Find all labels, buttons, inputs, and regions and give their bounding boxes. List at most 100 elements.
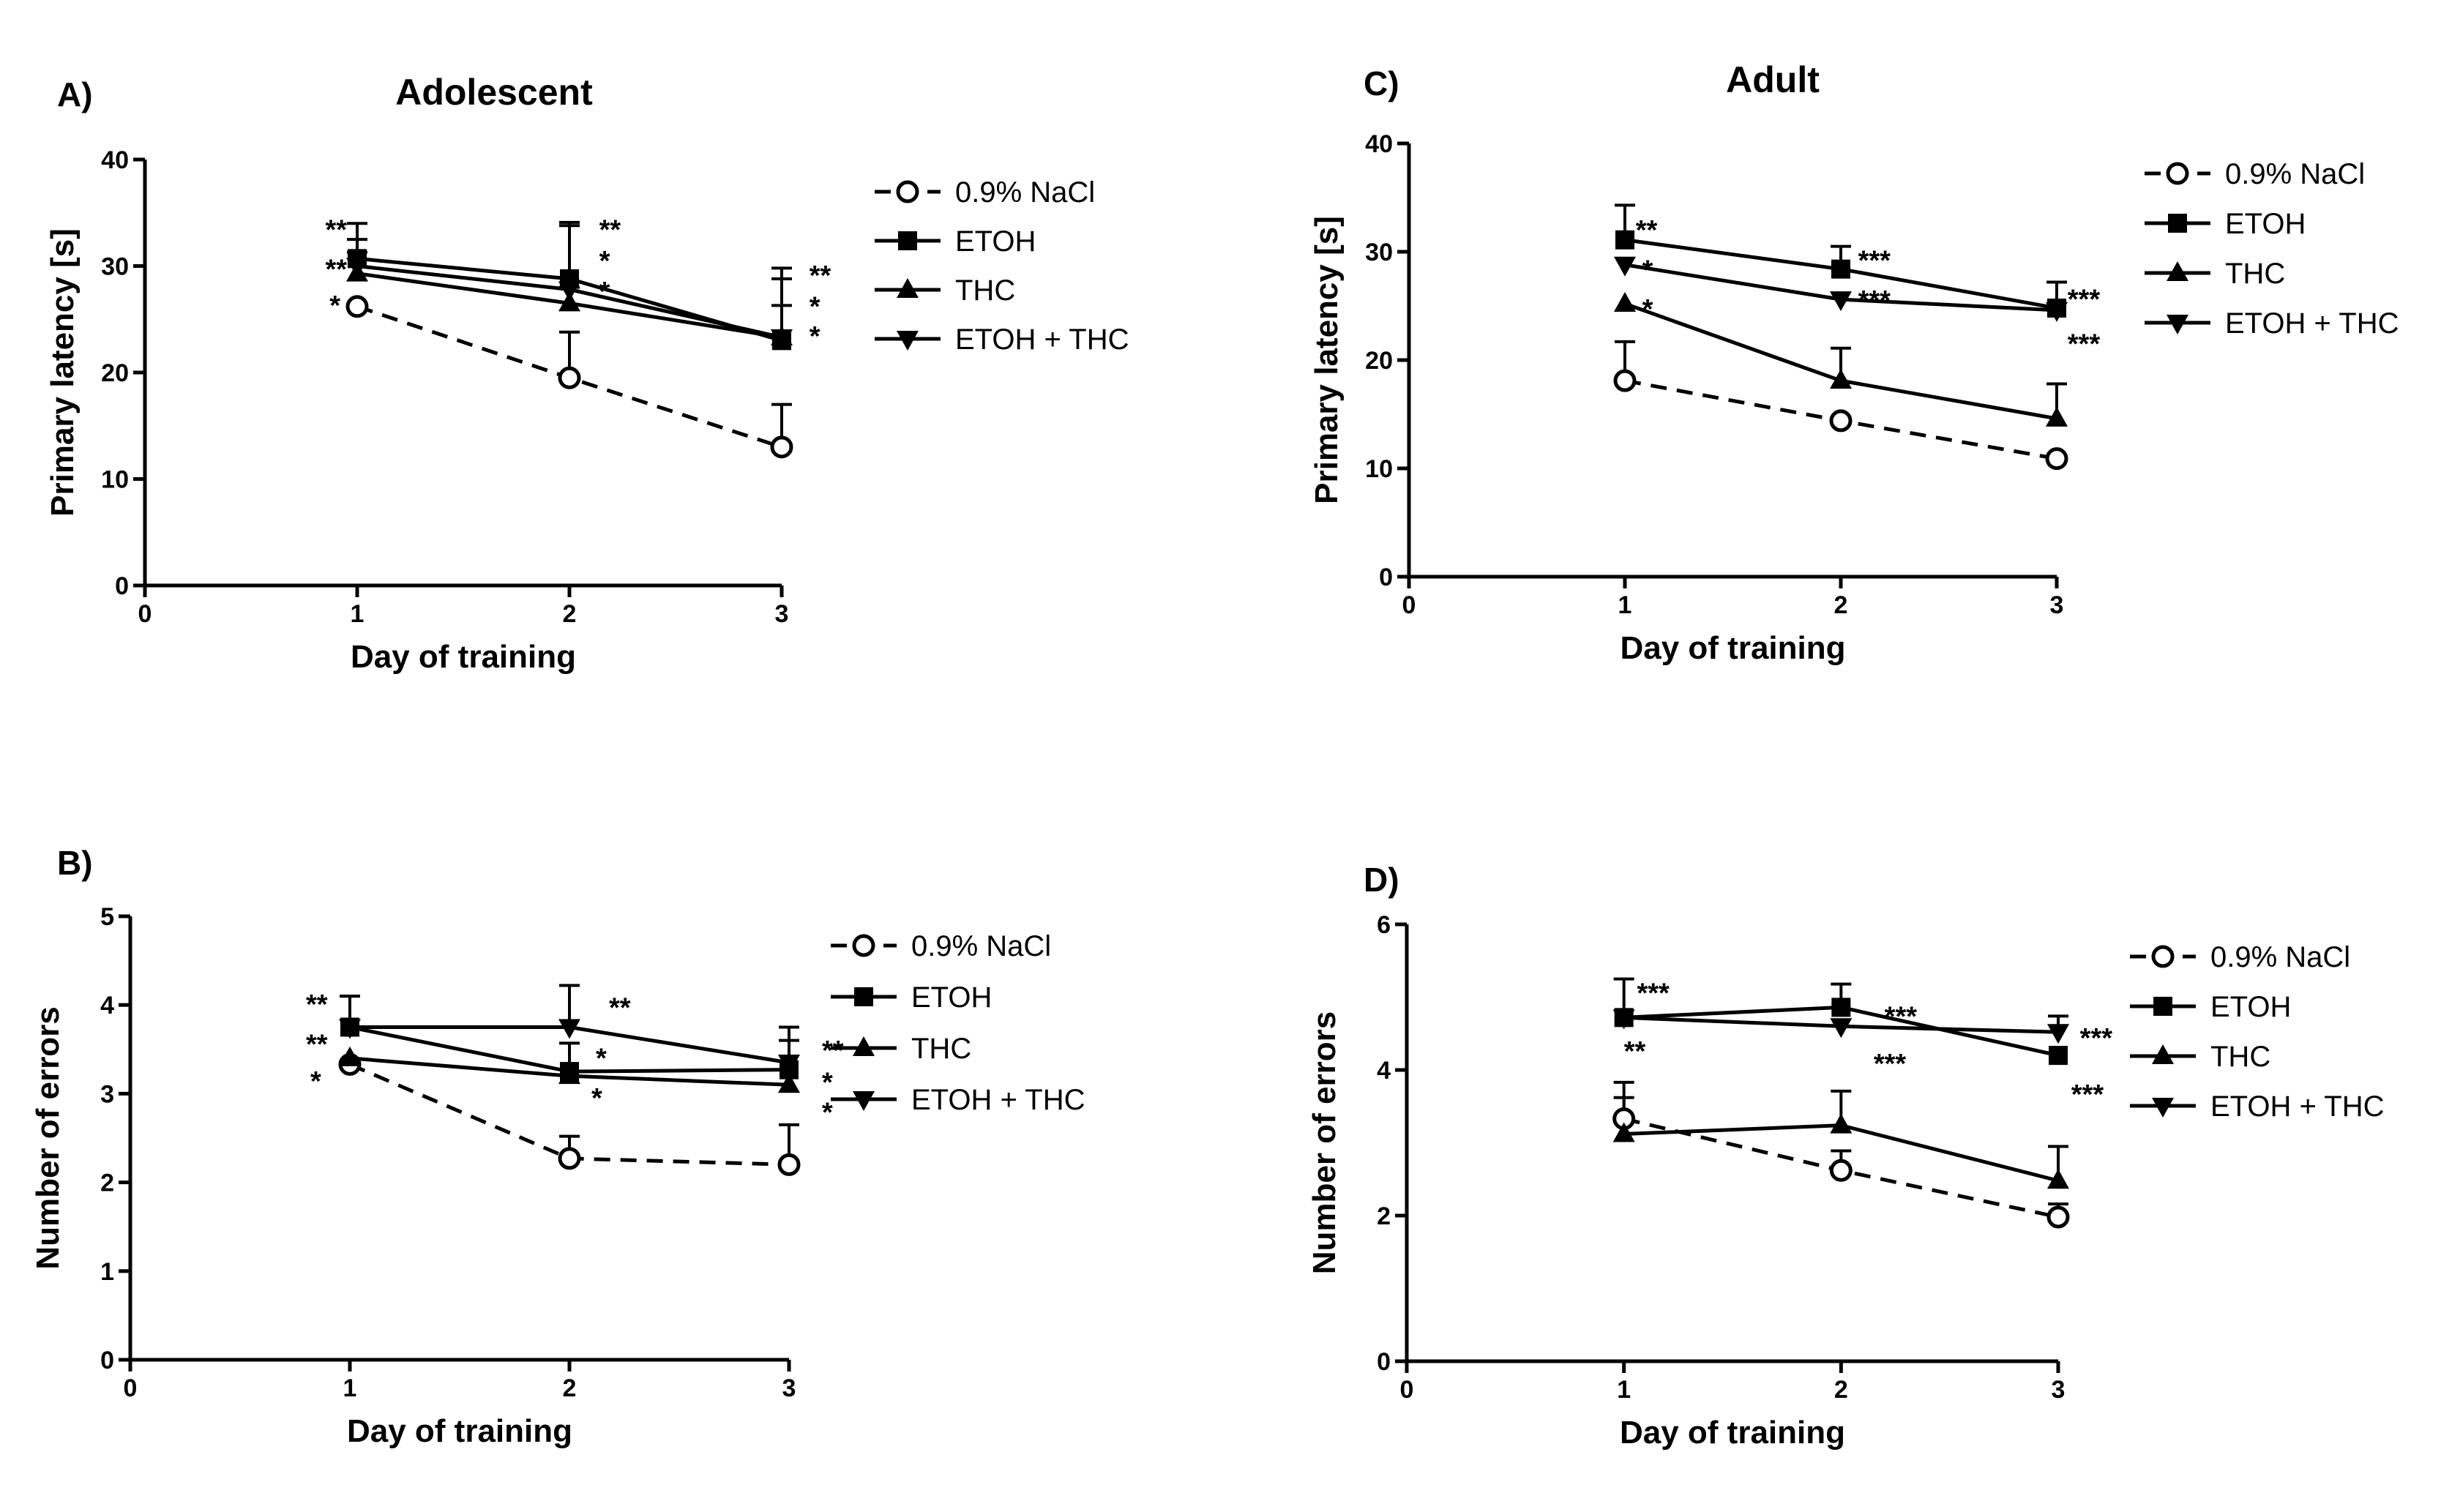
significance-label: * <box>810 291 820 322</box>
data-point-thc <box>339 1046 361 1066</box>
data-point-etoh-thc <box>339 1019 361 1039</box>
significance-label: *** <box>2080 1023 2113 1054</box>
panel-d: D) 0 1 2 3 0 2 4 6 Day of training Number of error… <box>1307 861 2384 1451</box>
significance-label: ** <box>326 254 348 285</box>
data-point-thc <box>558 1064 580 1085</box>
x-tick-label: 1 <box>351 600 365 628</box>
y-tick-label: 40 <box>101 146 129 174</box>
data-point-etoh-thc <box>2046 302 2068 322</box>
legend-label-etoh: ETOH <box>955 225 1036 258</box>
legend-label-0-9-nacl: 0.9% NaCl <box>2210 941 2350 973</box>
legend-marker-etoh <box>2153 997 2172 1016</box>
panel-letter: A) <box>57 75 93 113</box>
x-axis-label: Day of training <box>1620 1415 1845 1451</box>
significance-label: * <box>329 291 340 321</box>
legend-label-thc: THC <box>2210 1041 2270 1073</box>
data-point-thc <box>1612 1122 1635 1142</box>
y-tick-label: 30 <box>1365 239 1393 266</box>
data-point-0-9-nacl <box>345 295 369 318</box>
significance-label: * <box>1642 255 1653 286</box>
panel-letter: D) <box>1364 861 1399 899</box>
chart-title: Adolescent <box>395 72 593 113</box>
significance-label: ** <box>306 1029 328 1060</box>
y-axis-label: Primary latency [s] <box>1309 216 1345 504</box>
data-point-0-9-nacl <box>770 435 793 459</box>
legend-label-thc: THC <box>911 1033 971 1065</box>
data-point-etoh-thc <box>1612 1009 1635 1030</box>
legend-marker-etoh-thc <box>897 331 919 351</box>
data-point-etoh-thc <box>771 329 793 349</box>
x-axis-label: Day of training <box>351 639 576 675</box>
significance-label: ** <box>609 993 631 1024</box>
data-point-etoh <box>1615 230 1634 250</box>
legend-label-etoh: ETOH <box>2210 991 2291 1023</box>
y-tick-label: 20 <box>101 359 129 387</box>
data-point-0-9-nacl <box>777 1153 801 1176</box>
panel-b: B) 0 1 2 3 0 1 2 3 4 5 Day of training Number of err… <box>30 844 1085 1449</box>
significance-label: *** <box>2068 285 2101 315</box>
y-tick-label: 0 <box>115 572 129 600</box>
legend-marker-etoh <box>854 987 873 1006</box>
data-point-etoh-thc <box>2047 1024 2069 1044</box>
legend-marker-thc <box>853 1036 875 1056</box>
data-point-etoh <box>1831 998 1851 1017</box>
y-tick-label: 4 <box>100 992 114 1019</box>
y-tick-label: 5 <box>100 903 114 931</box>
significance-label: *** <box>1885 1001 1918 1032</box>
x-tick-label: 0 <box>124 1374 138 1402</box>
legend-marker-etoh-thc <box>853 1091 875 1111</box>
data-point-0-9-nacl <box>1829 1159 1853 1182</box>
x-tick-label: 0 <box>1400 1376 1414 1404</box>
legend-label-0-9-nacl: 0.9% NaCl <box>2225 158 2365 190</box>
significance-label: * <box>599 277 610 307</box>
x-tick-label: 3 <box>775 600 789 628</box>
y-axis-label: Number of errors <box>1307 1011 1342 1274</box>
y-axis-label: Primary latency [s] <box>45 228 81 517</box>
significance-label: *** <box>1874 1049 1907 1079</box>
significance-label: ** <box>326 215 348 246</box>
legend-marker-etoh <box>2168 214 2187 233</box>
data-point-0-9-nacl <box>558 366 581 389</box>
y-tick-label: 0 <box>1379 564 1393 591</box>
x-tick-label: 2 <box>563 1374 577 1402</box>
data-point-etoh-thc <box>558 281 580 302</box>
x-tick-label: 1 <box>343 1374 357 1402</box>
data-point-thc <box>778 1073 800 1093</box>
y-tick-label: 0 <box>1377 1348 1391 1376</box>
legend-label-0-9-nacl: 0.9% NaCl <box>911 930 1051 962</box>
data-point-0-9-nacl <box>2046 1205 2070 1229</box>
significance-label: * <box>599 246 610 277</box>
legend-marker-thc <box>2167 261 2188 281</box>
significance-label: *** <box>2071 1079 2104 1110</box>
legend-label-thc: THC <box>2225 258 2285 290</box>
x-tick-label: 0 <box>138 600 152 628</box>
legend-marker-0-9-nacl <box>852 934 875 957</box>
significance-label: * <box>810 321 820 352</box>
data-point-thc <box>1830 1113 1853 1134</box>
data-point-etoh <box>1831 259 1850 279</box>
y-tick-label: 40 <box>1365 130 1393 158</box>
data-point-0-9-nacl <box>2045 447 2068 471</box>
y-tick-label: 0 <box>100 1347 114 1374</box>
data-point-0-9-nacl <box>1613 369 1637 392</box>
x-tick-label: 3 <box>2050 591 2064 619</box>
y-tick-label: 20 <box>1365 347 1393 375</box>
data-point-etoh <box>2049 1046 2068 1066</box>
legend-marker-etoh-thc <box>2152 1098 2174 1118</box>
significance-label: ** <box>822 1036 844 1066</box>
significance-label: *** <box>1858 245 1891 276</box>
x-axis-label: Day of training <box>347 1413 572 1449</box>
x-tick-label: 2 <box>563 600 577 628</box>
data-point-0-9-nacl <box>558 1147 581 1170</box>
y-tick-label: 1 <box>100 1258 114 1286</box>
data-point-thc <box>2046 406 2068 427</box>
data-point-0-9-nacl <box>1829 409 1853 433</box>
significance-label: ** <box>1624 1036 1646 1067</box>
legend-marker-etoh-thc <box>2167 315 2188 334</box>
legend-label-thc: THC <box>955 274 1015 307</box>
x-tick-label: 1 <box>1617 1376 1631 1404</box>
significance-label: * <box>591 1083 602 1114</box>
legend-marker-thc <box>2152 1044 2174 1064</box>
